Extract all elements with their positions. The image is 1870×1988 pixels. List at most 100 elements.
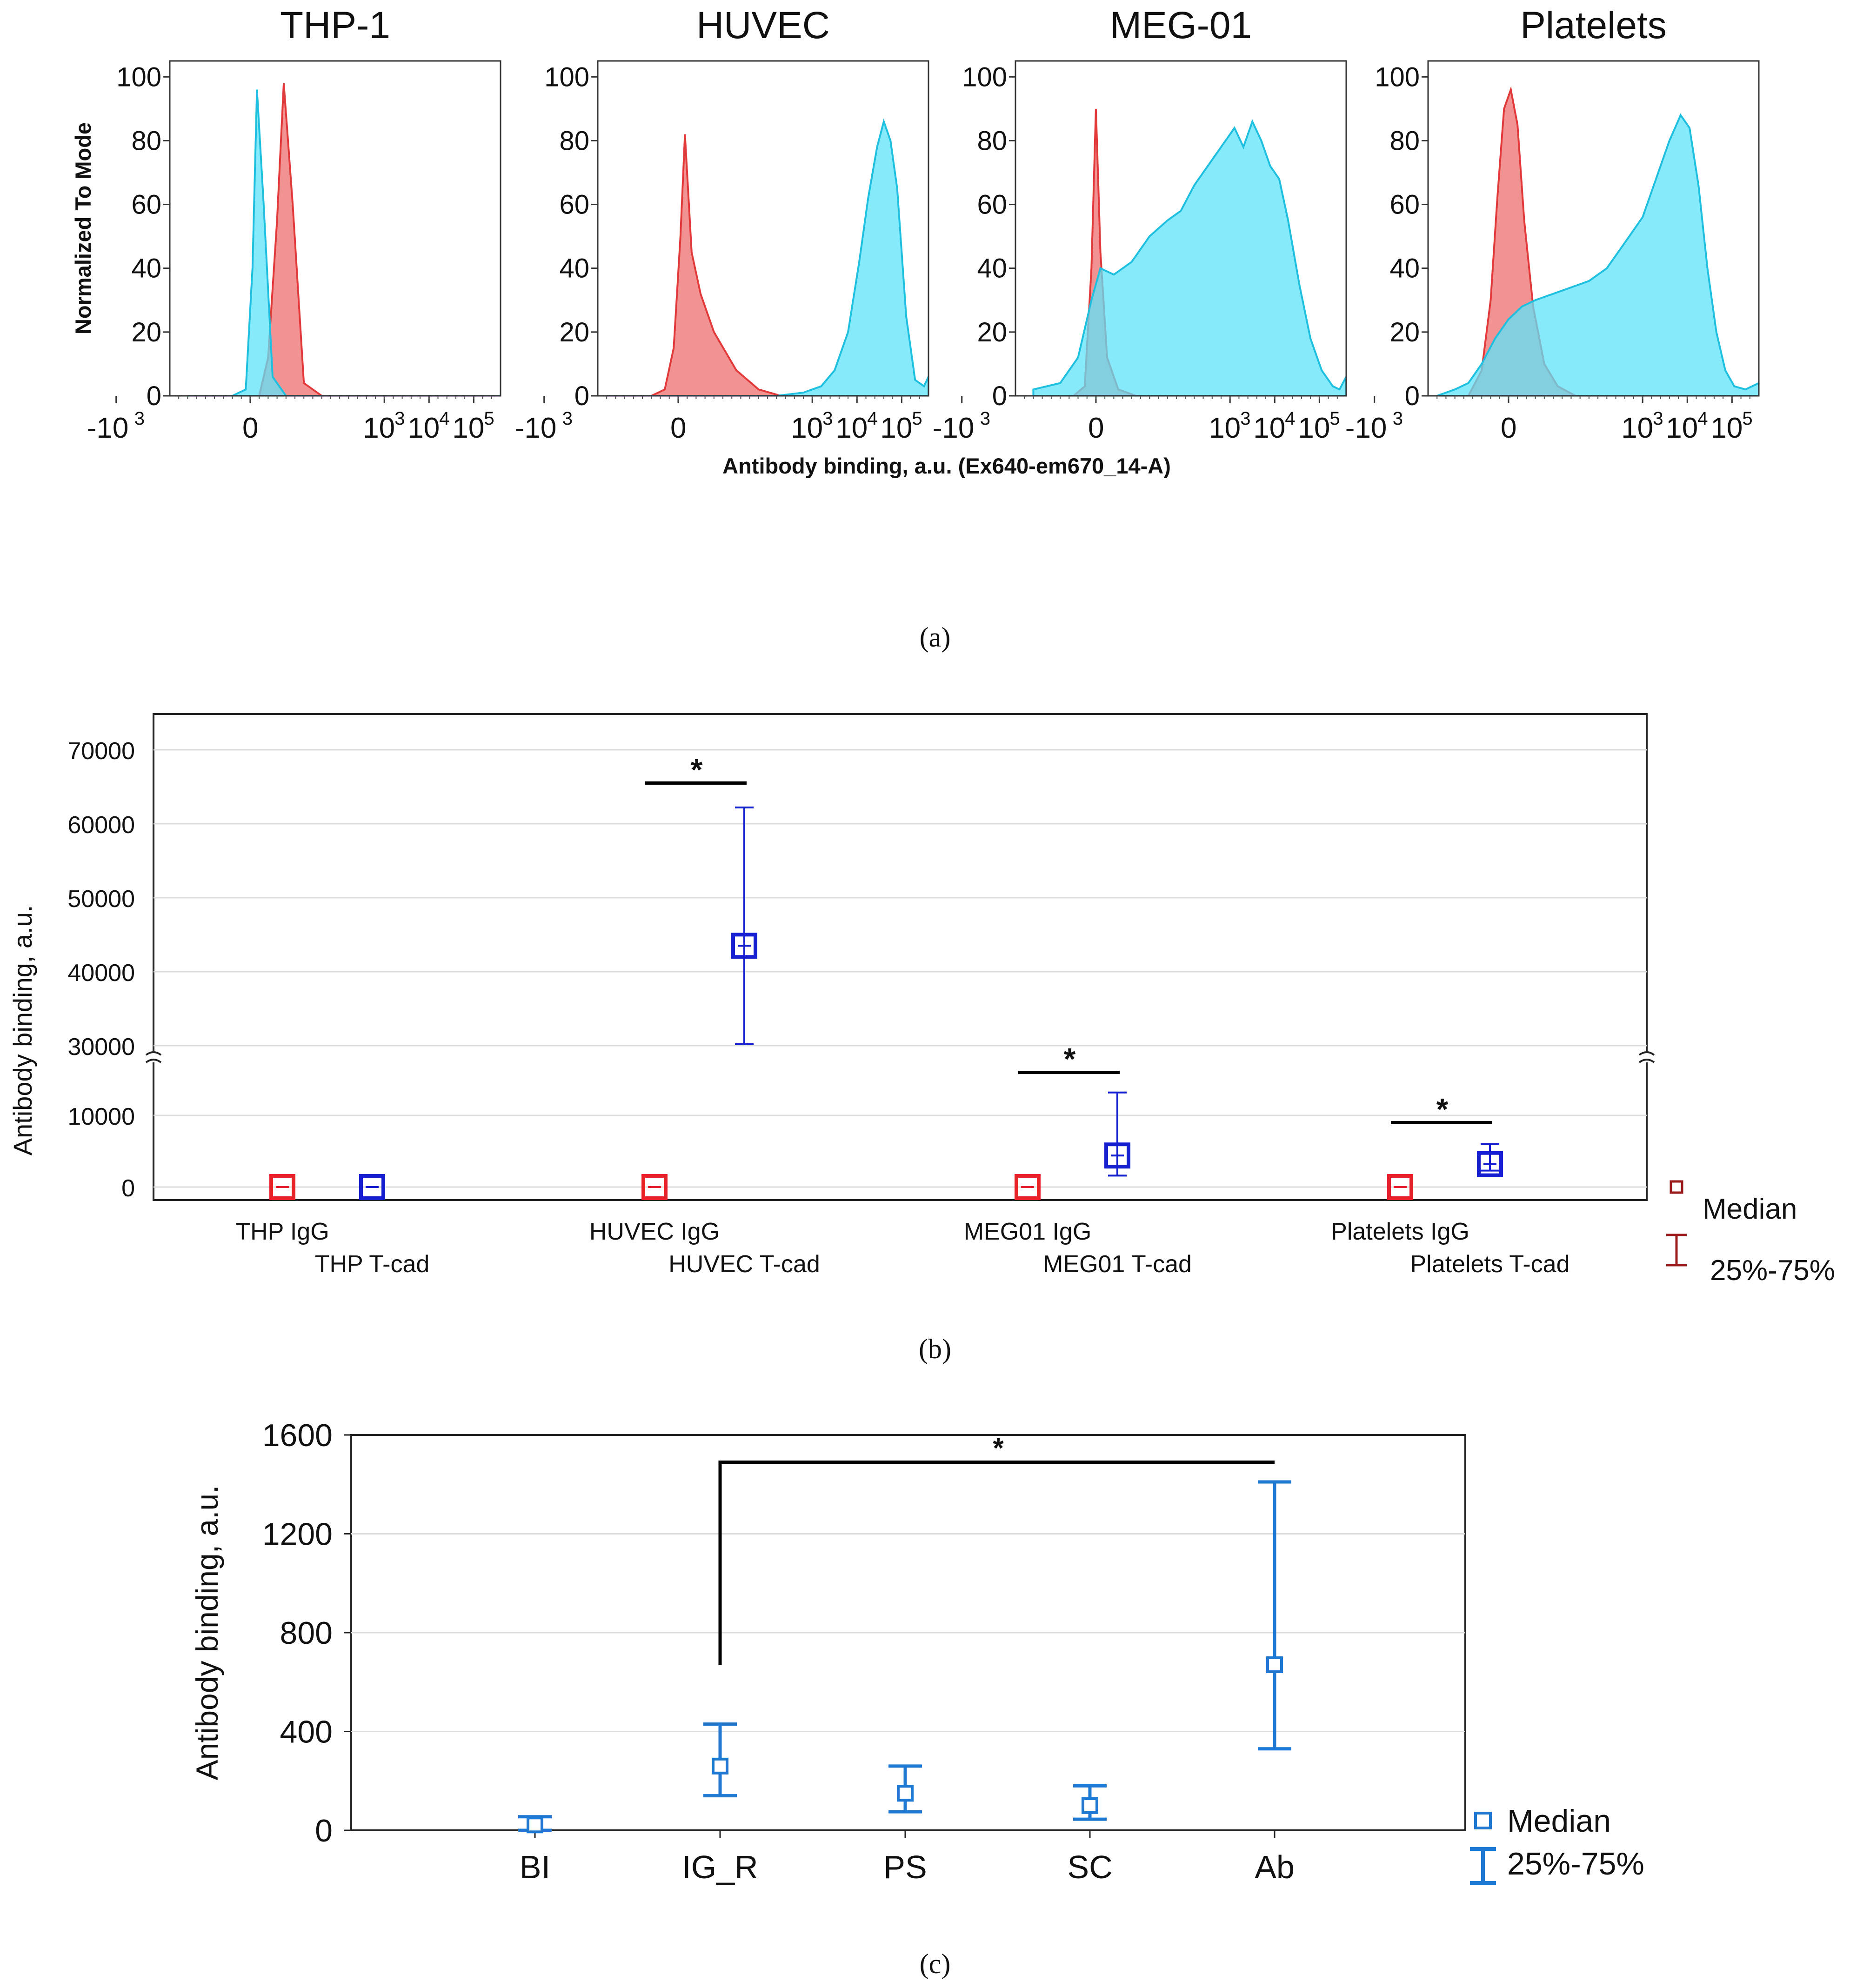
x-tick-base: 0	[1088, 412, 1104, 444]
y-tick-label: 0	[121, 1175, 135, 1202]
x-tick-exponent: 3	[1393, 408, 1403, 429]
y-tick-label: 80	[559, 126, 589, 156]
x-tick-label: -10 3	[87, 408, 145, 444]
subplot-title: Platelets	[1520, 4, 1667, 47]
median-iqr-1	[269, 1174, 295, 1200]
x-tick-exponent: 5	[912, 408, 922, 429]
y-tick-label: 60	[131, 190, 161, 220]
x-tick-exponent: 4	[867, 408, 877, 429]
histogram-curves	[607, 118, 928, 396]
category-label: THP IgG	[235, 1218, 329, 1245]
x-tick-label: 10 5	[1710, 408, 1752, 444]
y-tick-label: 60000	[67, 812, 135, 839]
x-tick-base: 10	[407, 412, 440, 444]
y-tick-label: 10000	[67, 1103, 135, 1130]
x-tick-exponent: 3	[822, 408, 833, 429]
median-iqr-sc	[1073, 1784, 1107, 1821]
median-marker	[1015, 1174, 1041, 1200]
legend-range-label: 25%-75%	[1710, 1254, 1835, 1287]
x-tick-base: 10	[1253, 412, 1285, 444]
x-tick-label: -10 3	[1345, 408, 1403, 444]
y-tick-label: 80	[977, 126, 1007, 156]
histogram-curves	[1032, 108, 1346, 396]
category-label: MEG01 IgG	[964, 1218, 1092, 1245]
subplot-title: THP-1	[280, 4, 390, 47]
y-tick-label: 400	[280, 1714, 333, 1750]
x-tick-label: 10 5	[452, 408, 494, 444]
panel-a-x-axis-label: Antibody binding, a.u. (Ex640-em670_14-A…	[722, 454, 1171, 478]
median-iqr-bi	[518, 1815, 552, 1834]
subplot-title: HUVEC	[696, 4, 830, 47]
x-tick-label: -10 3	[515, 408, 573, 444]
significance-star: *	[691, 753, 703, 787]
y-tick-label: 80	[1389, 126, 1420, 156]
median-iqr-ab	[1258, 1480, 1291, 1751]
x-tick-base: 10	[1621, 412, 1653, 444]
subplot-frame	[597, 60, 929, 397]
category-label: Ab	[1255, 1849, 1295, 1885]
x-tick-base: 10	[363, 412, 395, 444]
y-tick-label: 40	[977, 254, 1007, 284]
x-tick-exponent: 3	[1240, 408, 1250, 429]
subplot-title: MEG-01	[1110, 4, 1252, 47]
median-marker	[712, 1757, 728, 1775]
y-tick-label: 40000	[67, 960, 135, 987]
histogram-stain-curve	[1032, 119, 1346, 396]
legend-median-label: Median	[1703, 1193, 1797, 1225]
histogram-control-curve	[1033, 108, 1346, 396]
panel-a: Normalized To Mode Antibody binding, a.u…	[71, 4, 1760, 653]
y-tick-label: 100	[962, 62, 1007, 92]
panel-c-plot: 0 400 800 1200 1600 BI IG_R PS SC Ab *	[262, 1418, 1465, 1885]
x-tick-base: 0	[242, 412, 258, 444]
y-tick-label: 60	[1389, 190, 1420, 220]
x-tick-base: -10	[933, 412, 975, 444]
category-label: BI	[520, 1849, 550, 1885]
panel-b-legend: Median 25%-75%	[1666, 1180, 1835, 1287]
median-marker	[897, 1785, 914, 1802]
x-tick-label: 10 5	[880, 408, 922, 444]
significance-star: *	[1436, 1092, 1449, 1126]
x-tick-label: 10 3	[1621, 408, 1663, 444]
x-tick-base: 10	[1209, 412, 1241, 444]
subplot-frame	[1015, 60, 1347, 397]
y-tick-label: 0	[574, 381, 589, 411]
legend-range-icon	[1470, 1847, 1496, 1885]
x-tick-label: 10 4	[1253, 408, 1295, 444]
axis-break-mark	[1638, 1051, 1655, 1056]
axis-break-mark	[145, 1051, 162, 1056]
y-tick-label: 60	[559, 190, 589, 220]
x-tick-base: 10	[880, 412, 912, 444]
x-tick-exponent: 4	[1697, 408, 1708, 429]
histogram-stain-curve	[187, 89, 501, 396]
category-label: HUVEC T-cad	[668, 1251, 820, 1278]
x-tick-label: 10 3	[363, 408, 405, 444]
x-tick-label: 0	[1501, 412, 1516, 444]
median-marker	[527, 1816, 543, 1834]
category-label: SC	[1067, 1849, 1112, 1885]
y-tick-label: 60	[977, 190, 1007, 220]
y-tick-label: 20	[559, 317, 589, 347]
y-tick-label: 800	[280, 1615, 333, 1651]
y-tick-label: 0	[1405, 381, 1420, 411]
x-tick-label: 10 4	[407, 408, 449, 444]
x-tick-base: 10	[791, 412, 823, 444]
histogram-curves	[187, 83, 501, 396]
histogram-control-curve	[187, 83, 501, 396]
y-tick-label: 20	[1389, 317, 1420, 347]
axis-break	[145, 1051, 1655, 1063]
x-tick-exponent: 5	[1742, 408, 1752, 429]
histogram-curves	[1436, 86, 1759, 396]
histogram-stain-curve	[607, 118, 928, 396]
panel-b-y-axis-label: Antibody binding, a.u.	[8, 905, 37, 1156]
y-tick-label: 40	[131, 254, 161, 284]
x-tick-base: -10	[515, 412, 557, 444]
significance-star: *	[993, 1432, 1004, 1463]
x-tick-label: -10 3	[933, 408, 990, 444]
median-iqr-ig_r	[703, 1722, 737, 1798]
x-tick-exponent: 5	[1329, 408, 1340, 429]
median-marker	[1477, 1151, 1503, 1177]
